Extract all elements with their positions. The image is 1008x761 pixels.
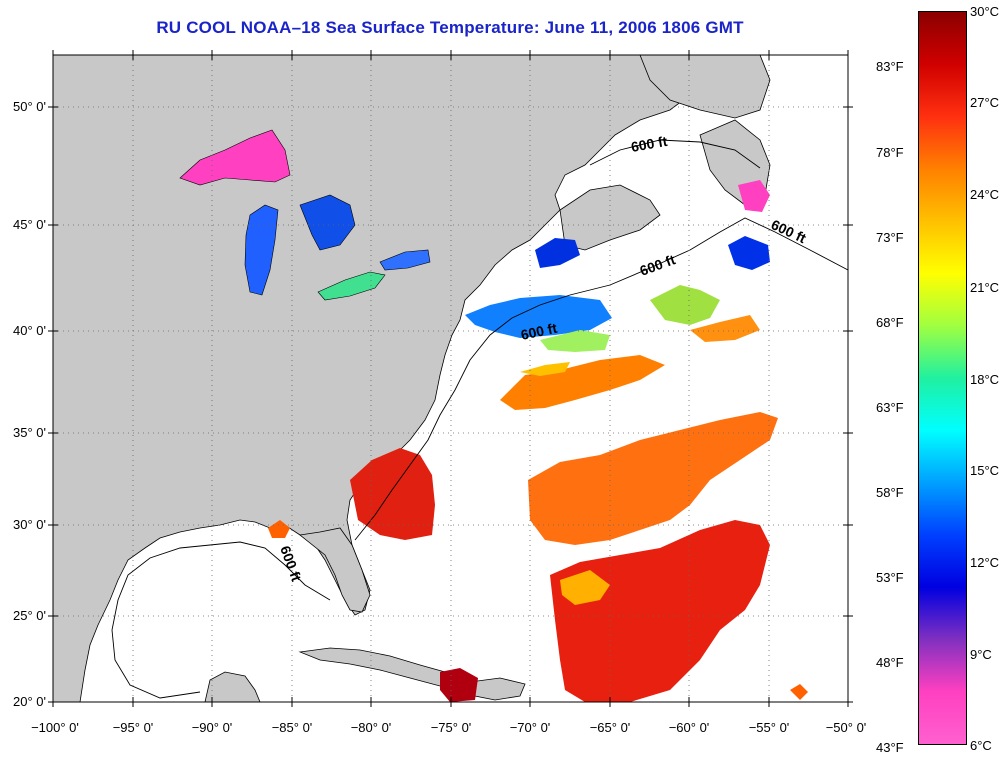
loop-current-sst: [268, 520, 290, 538]
lon-label-95: −95° 0': [113, 720, 154, 735]
south-newfoundland-sst: [738, 180, 770, 212]
lat-label-30: 30° 0': [13, 517, 46, 532]
offshore-orange-sst: [690, 315, 760, 342]
colorbar-f-53: 53°F: [876, 570, 904, 585]
temperature-colorbar: [918, 11, 967, 745]
gulf-stream-south-sst: [350, 448, 435, 540]
isobath-contour-atlantic: [354, 217, 848, 541]
shelf-warm-sst: [540, 330, 610, 352]
lake-michigan-sst: [244, 204, 279, 296]
colorbar-c-21: 21°C: [970, 280, 1000, 295]
colorbar-f-68: 68°F: [876, 315, 904, 330]
lon-label-100: −100° 0': [31, 720, 79, 735]
georges-bank-sst: [465, 295, 612, 338]
colorbar-c-27: 27°C: [970, 95, 1000, 110]
contour-label-georges: 600 ft: [519, 320, 558, 343]
lon-label-55: −55° 0': [749, 720, 790, 735]
lat-label-45: 45° 0': [13, 217, 46, 232]
lake-erie-sst: [317, 271, 386, 301]
colorbar-c-30: 30°C: [970, 4, 1000, 19]
colorbar-c-24: 24°C: [970, 187, 1000, 202]
sargasso-north-sst: [528, 412, 778, 545]
colorbar-f-63: 63°F: [876, 400, 904, 415]
florida-land: [299, 527, 371, 613]
isobath-contour-gulf: [111, 541, 331, 699]
lon-label-75: −75° 0': [431, 720, 472, 735]
lat-label-50: 50° 0': [13, 99, 46, 114]
yucatan-land: [204, 671, 261, 702]
colorbar-f-73: 73°F: [876, 230, 904, 245]
lon-label-85: −85° 0': [272, 720, 313, 735]
colorbar-f-48: 48°F: [876, 655, 904, 670]
gulf-stream-north-edge-sst: [520, 362, 570, 376]
lat-label-40: 40° 0': [13, 323, 46, 338]
colorbar-c-6: 6°C: [970, 738, 992, 753]
labrador-land: [639, 55, 771, 119]
lake-superior-sst: [179, 129, 291, 186]
colorbar-f-78: 78°F: [876, 145, 904, 160]
lon-label-80: −80° 0': [351, 720, 392, 735]
tick-marks: [48, 50, 853, 707]
lake-huron-sst: [299, 194, 356, 251]
grand-banks-sst: [728, 236, 770, 270]
lon-label-50: −50° 0': [826, 720, 867, 735]
colorbar-c-15: 15°C: [970, 463, 1000, 478]
gulf-stream-north-sst: [500, 355, 665, 410]
map-title: RU COOL NOAA–18 Sea Surface Temperature:…: [156, 18, 744, 37]
lon-label-70: −70° 0': [510, 720, 551, 735]
colorbar-c-18: 18°C: [970, 372, 1000, 387]
lon-label-90: −90° 0': [192, 720, 233, 735]
isobath-contour-laurentian: [589, 139, 761, 169]
sargasso-yellow-streaks-sst: [560, 570, 610, 605]
east-patch-sst: [790, 684, 808, 700]
gulf-of-maine-sst: [535, 238, 580, 268]
lat-label-35: 35° 0': [13, 425, 46, 440]
lat-label-20: 20° 0': [13, 694, 46, 709]
colorbar-f-58: 58°F: [876, 485, 904, 500]
lat-label-25: 25° 0': [13, 608, 46, 623]
lake-ontario-sst: [379, 249, 431, 271]
caribbean-sst: [440, 668, 478, 702]
colorbar-f-83: 83°F: [876, 59, 904, 74]
colorbar-c-9: 9°C: [970, 647, 992, 662]
lon-label-65: −65° 0': [590, 720, 631, 735]
sargasso-south-sst: [550, 520, 770, 702]
lon-label-60: −60° 0': [669, 720, 710, 735]
colorbar-f-43: 43°F: [876, 740, 904, 755]
colorbar-c-12: 12°C: [970, 555, 1000, 570]
offshore-patches-sst: [650, 285, 720, 325]
contour-label-laurentian: 600 ft: [630, 133, 669, 155]
